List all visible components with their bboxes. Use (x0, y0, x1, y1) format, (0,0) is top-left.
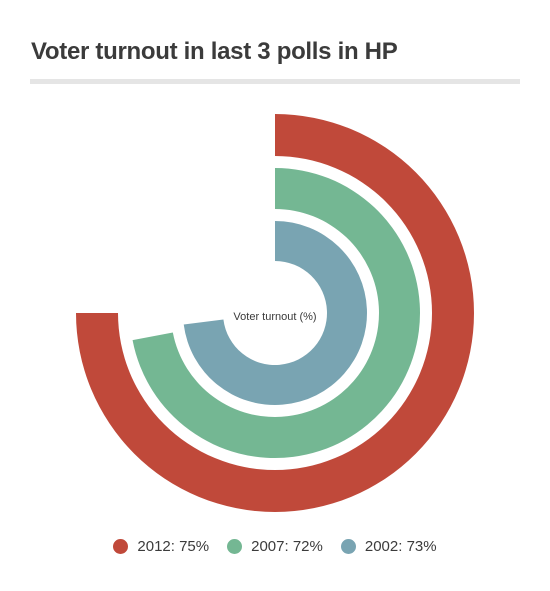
legend-swatch-2012 (113, 539, 129, 554)
title-divider (30, 79, 520, 84)
legend-item-2007[interactable]: 2007: 72% (227, 538, 323, 555)
legend: 2012: 75% 2007: 72% 2002: 73% (0, 538, 550, 555)
legend-label-2007: 2007: 72% (251, 538, 323, 555)
legend-label-2002: 2002: 73% (364, 538, 437, 555)
arc-group (76, 114, 474, 512)
legend-item-2012[interactable]: 2012: 75% (113, 538, 209, 555)
center-label: Voter turnout (%) (233, 311, 316, 323)
legend-label-2012: 2012: 75% (137, 538, 210, 555)
legend-swatch-2002 (340, 539, 356, 554)
chart-title: Voter turnout in last 3 polls in HP (31, 38, 398, 65)
legend-item-2002[interactable]: 2002: 73% (340, 538, 437, 555)
arc-2002 (183, 221, 367, 405)
legend-swatch-2007 (227, 539, 243, 554)
